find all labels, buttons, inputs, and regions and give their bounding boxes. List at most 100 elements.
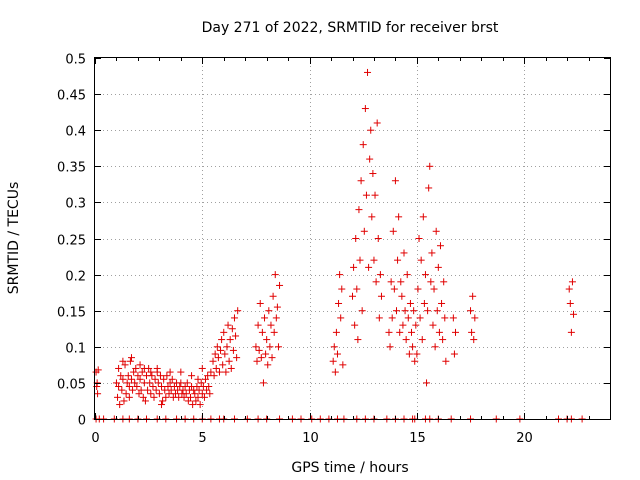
data-point: [122, 390, 130, 398]
data-point: [395, 213, 403, 221]
chart-title: Day 271 of 2022, SRMTID for receiver brs…: [202, 20, 499, 36]
y-tick-label: 0.5: [65, 53, 86, 68]
data-point: [257, 354, 265, 362]
data-point: [219, 361, 227, 369]
data-point: [127, 354, 135, 362]
data-point: [426, 162, 434, 170]
y-tick-label: 0.1: [65, 342, 86, 357]
data-point: [366, 155, 374, 163]
data-point: [385, 328, 393, 336]
data-point: [364, 68, 372, 76]
data-point: [256, 299, 264, 307]
data-point: [354, 336, 362, 344]
data-point: [118, 386, 126, 394]
data-point: [228, 325, 236, 333]
data-point: [158, 383, 166, 391]
data-point: [215, 368, 223, 376]
data-point: [179, 386, 187, 394]
data-point: [357, 177, 365, 185]
data-point: [271, 271, 279, 279]
data-point: [270, 328, 278, 336]
data-point: [399, 321, 407, 329]
data-point: [367, 126, 375, 134]
data-point: [411, 357, 419, 365]
data-point: [114, 393, 122, 401]
y-tick-label: 0.2: [65, 270, 86, 285]
data-point: [120, 397, 128, 405]
data-point: [203, 386, 211, 394]
data-point: [336, 271, 344, 279]
data-point: [115, 364, 123, 372]
data-point: [202, 375, 210, 383]
data-point: [156, 372, 164, 380]
data-point: [352, 235, 360, 242]
y-tick-label: 0.4: [65, 125, 86, 140]
data-point: [152, 386, 160, 394]
data-point: [402, 336, 410, 344]
data-point: [394, 256, 402, 264]
data-point: [205, 383, 213, 391]
y-tick-label: 0.35: [57, 161, 86, 176]
data-point: [450, 350, 458, 358]
data-point: [331, 368, 339, 376]
data-point: [222, 368, 230, 376]
data-point: [140, 364, 148, 372]
data-point: [261, 314, 269, 322]
data-point: [112, 379, 120, 387]
data-point: [368, 213, 376, 221]
data-point: [377, 292, 385, 300]
data-point: [191, 390, 199, 398]
data-point: [375, 314, 383, 322]
data-point: [186, 393, 194, 401]
data-point: [131, 379, 139, 387]
data-point: [467, 307, 475, 315]
data-point: [182, 390, 190, 398]
data-point: [440, 278, 448, 286]
data-point: [147, 368, 155, 376]
data-point: [217, 346, 225, 354]
data-point: [124, 372, 132, 380]
data-point: [171, 390, 179, 398]
data-point: [214, 354, 222, 362]
y-tick-label: 0.15: [57, 306, 86, 321]
data-point: [125, 393, 133, 401]
data-point: [416, 314, 424, 322]
data-point: [160, 375, 168, 383]
data-point: [139, 393, 147, 401]
data-point: [232, 332, 240, 340]
data-point: [406, 299, 414, 307]
data-point: [373, 119, 381, 127]
data-point: [415, 235, 423, 242]
data-point: [418, 336, 426, 344]
data-point: [147, 390, 155, 398]
data-point: [164, 383, 172, 391]
data-point: [410, 307, 418, 315]
data-point: [360, 227, 368, 235]
y-tick-label: 0.05: [57, 378, 86, 393]
data-point: [423, 379, 431, 387]
data-point: [123, 379, 131, 387]
data-point: [133, 383, 141, 391]
data-point: [192, 397, 200, 405]
data-point: [469, 292, 477, 300]
data-point: [136, 361, 144, 369]
data-point: [389, 227, 397, 235]
data-point: [161, 386, 169, 394]
x-tick-label: 10: [302, 431, 319, 446]
data-point: [167, 386, 175, 394]
data-point: [127, 375, 135, 383]
data-point: [409, 343, 417, 351]
data-point: [129, 386, 137, 394]
data-point: [263, 336, 271, 344]
data-point: [338, 285, 346, 293]
y-axis-title: SRMTID / TECUs: [6, 182, 22, 295]
data-point: [396, 328, 404, 336]
data-point: [137, 386, 145, 394]
data-point: [200, 393, 208, 401]
data-point: [436, 242, 444, 250]
data-point: [119, 357, 127, 365]
data-point: [253, 357, 261, 365]
data-point: [565, 285, 573, 293]
data-point: [274, 343, 282, 351]
data-point: [233, 354, 241, 362]
